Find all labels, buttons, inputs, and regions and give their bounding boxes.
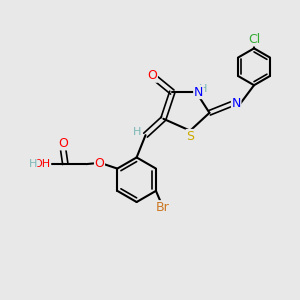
Text: S: S: [186, 130, 194, 142]
Text: Br: Br: [156, 201, 169, 214]
Text: H: H: [199, 84, 208, 94]
Text: H: H: [28, 159, 37, 169]
Text: O: O: [58, 137, 68, 150]
Text: Cl: Cl: [248, 33, 260, 46]
Text: N: N: [232, 98, 241, 110]
Text: OH: OH: [34, 159, 51, 169]
Text: O: O: [147, 69, 157, 82]
Text: O: O: [94, 157, 104, 170]
Text: H: H: [132, 127, 141, 137]
Text: N: N: [194, 85, 203, 98]
